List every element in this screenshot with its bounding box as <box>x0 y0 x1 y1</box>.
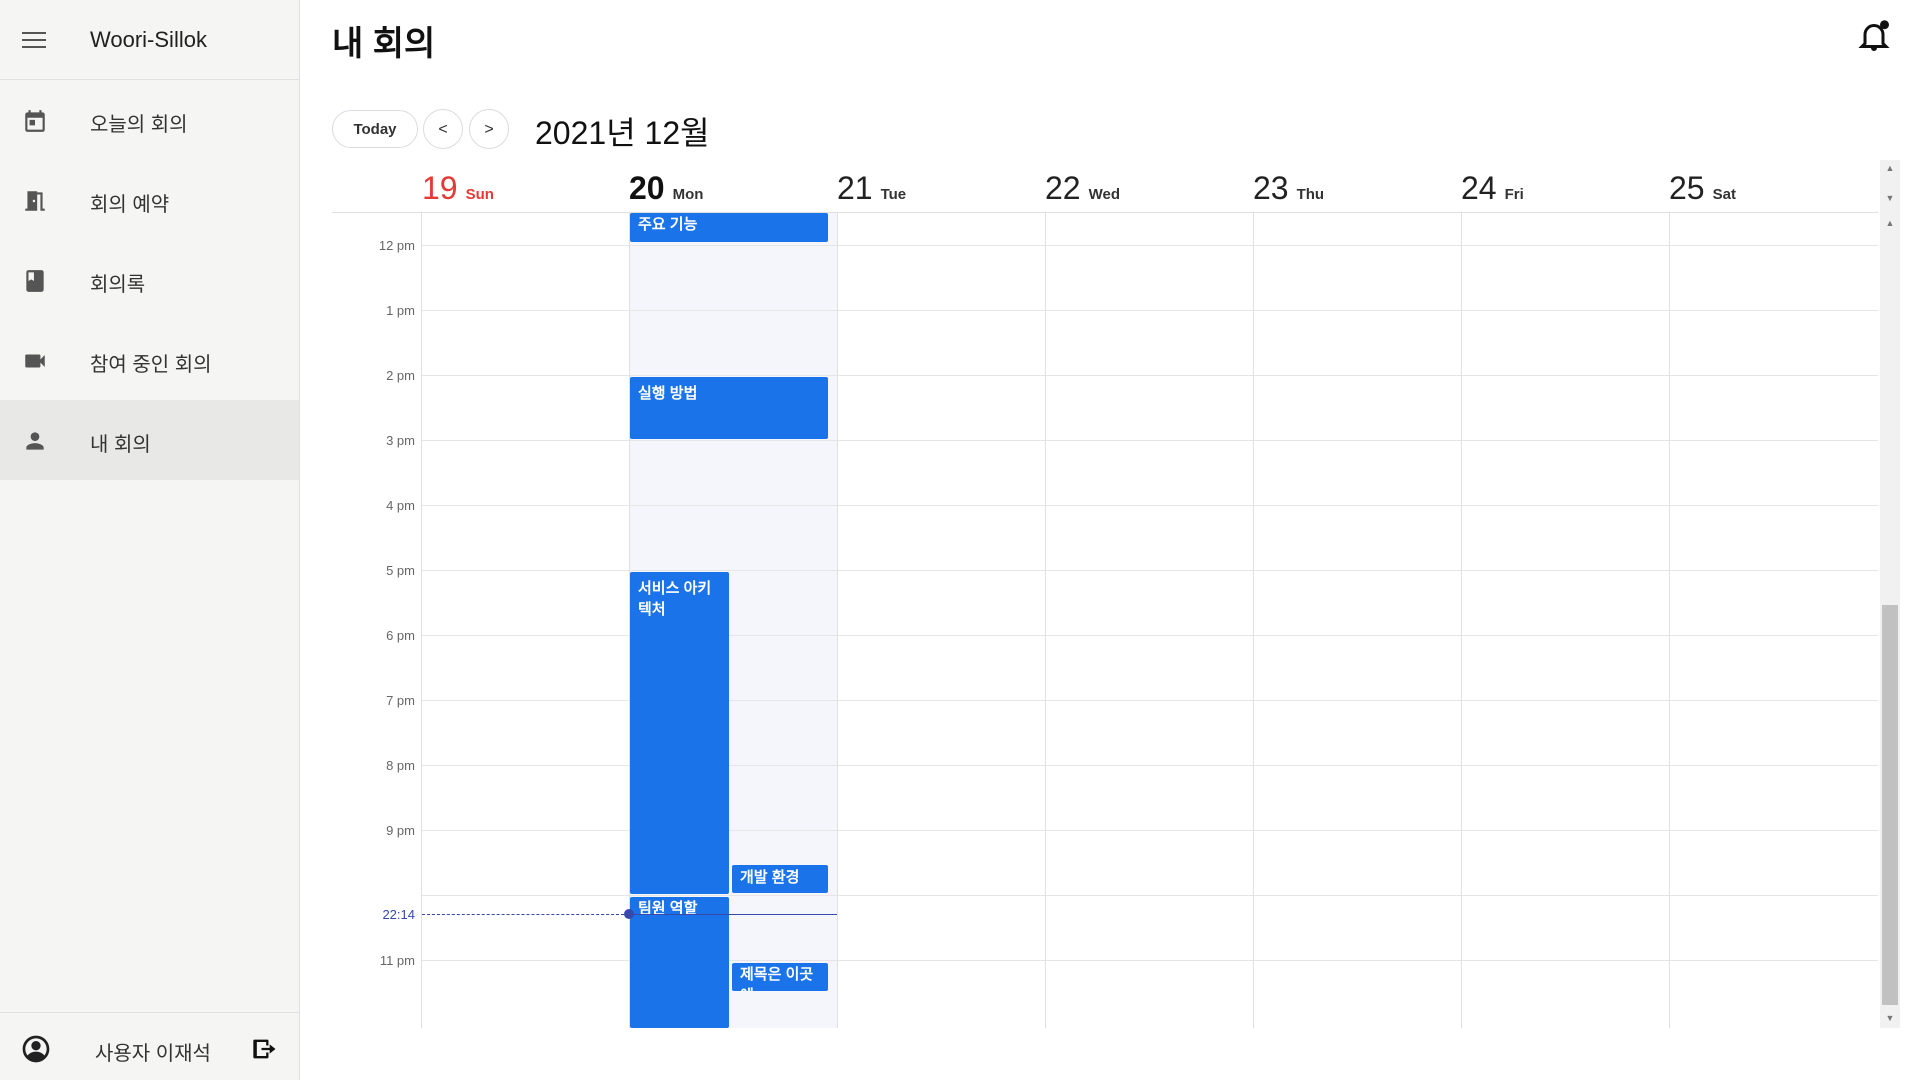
sidebar-item-minutes[interactable]: 회의록 <box>0 240 299 320</box>
logout-icon[interactable] <box>250 1035 280 1063</box>
video-call-icon <box>25 354 45 368</box>
sidebar-item-today-meetings[interactable]: 오늘의 회의 <box>0 80 299 160</box>
sidebar-footer: 사용자 이재석 <box>0 1012 299 1081</box>
day-divider <box>1669 213 1670 1028</box>
time-label: 2 pm <box>386 368 415 383</box>
sidebar-item-joined-meetings[interactable]: 참여 중인 회의 <box>0 320 299 400</box>
day-name: Tue <box>880 186 907 203</box>
day-header-fri[interactable]: 24 Fri <box>1461 170 1524 207</box>
scroll-down-arrow-icon[interactable]: ▼ <box>1885 1013 1895 1023</box>
scroll-up-arrow-icon[interactable]: ▲ <box>1885 218 1895 228</box>
app-title: Woori-Sillok <box>90 27 207 52</box>
day-name: Sun <box>465 186 494 203</box>
hour-line <box>422 830 1878 831</box>
day-number: 22 <box>1045 170 1081 206</box>
scroll-up-arrow-icon[interactable]: ▲ <box>1885 163 1895 173</box>
person-icon <box>26 432 44 450</box>
day-name: Fri <box>1504 186 1524 203</box>
hour-line <box>422 310 1878 311</box>
sidebar-header: Woori-Sillok <box>0 0 300 80</box>
hour-line <box>422 700 1878 701</box>
sidebar-item-label: 내 회의 <box>90 434 151 456</box>
event-placeholder-title[interactable]: 제목은 이곳에 <box>732 963 828 991</box>
scroll-down-arrow-icon[interactable]: ▼ <box>1885 193 1895 203</box>
account-circle-icon <box>22 1035 50 1063</box>
day-header-sat[interactable]: 25 Sat <box>1669 170 1736 207</box>
event-dev-environment[interactable]: 개발 환경 <box>732 865 828 893</box>
sidebar: Woori-Sillok 오늘의 회의 회의 예약 회의록 참여 중인 회의 내… <box>0 0 300 1080</box>
sidebar-item-label: 회의 예약 <box>90 194 170 216</box>
event-main-features[interactable]: 주요 기능 <box>630 213 828 242</box>
hour-line <box>422 895 1878 896</box>
sidebar-item-reserve-meeting[interactable]: 회의 예약 <box>0 160 299 240</box>
day-number: 20 <box>629 170 665 206</box>
day-divider <box>1253 213 1254 1028</box>
day-number: 25 <box>1669 170 1705 206</box>
prev-week-button[interactable]: < <box>423 109 463 149</box>
today-button[interactable]: Today <box>332 110 418 148</box>
time-label: 8 pm <box>386 758 415 773</box>
day-divider <box>837 213 838 1028</box>
month-title: 2021년 12월 <box>535 115 710 151</box>
day-header-wed[interactable]: 22 Wed <box>1045 170 1120 207</box>
time-label: 4 pm <box>386 498 415 513</box>
current-time-line <box>422 914 629 915</box>
day-divider <box>1045 213 1046 1028</box>
week-calendar: 19 Sun 20 Mon 21 Tue 22 Wed 23 Thu 24 Fri 25 Sa… <box>332 160 1900 1028</box>
hour-line <box>422 375 1878 376</box>
sidebar-item-label: 회의록 <box>90 274 146 296</box>
current-time-line-today <box>629 914 837 915</box>
hour-line <box>422 765 1878 766</box>
time-label: 11 pm <box>379 953 415 968</box>
hour-line <box>422 440 1878 441</box>
day-header-mon[interactable]: 20 Mon <box>629 170 703 207</box>
event-service-architecture[interactable]: 서비스 아키텍처 <box>630 572 729 894</box>
time-label: 12 pm <box>378 238 415 253</box>
hour-line <box>422 505 1878 506</box>
menu-icon[interactable] <box>22 30 46 50</box>
day-name: Wed <box>1088 186 1120 203</box>
day-name: Thu <box>1296 186 1325 203</box>
day-divider <box>629 213 630 1028</box>
time-label: 7 pm <box>386 693 415 708</box>
time-label: 5 pm <box>386 563 415 578</box>
user-name: 사용자 이재석 <box>95 1043 211 1065</box>
day-header-sun[interactable]: 19 Sun <box>422 170 494 207</box>
day-name: Sat <box>1712 186 1736 203</box>
event-how-to-run[interactable]: 실행 방법 <box>630 377 828 439</box>
event-team-roles[interactable]: 팀원 역할 <box>630 897 729 1028</box>
page-title: 내 회의 <box>332 25 436 63</box>
current-time-dot <box>624 909 634 919</box>
scrollbar-thumb[interactable] <box>1882 605 1898 1005</box>
day-divider <box>1461 213 1462 1028</box>
day-number: 24 <box>1461 170 1497 206</box>
hour-line <box>422 570 1878 571</box>
sidebar-item-label: 참여 중인 회의 <box>90 354 212 376</box>
day-divider <box>421 213 422 1028</box>
time-label: 6 pm <box>386 628 415 643</box>
current-time-label: 22:14 <box>382 907 415 922</box>
next-week-button[interactable]: > <box>469 109 509 149</box>
hour-line <box>422 245 1878 246</box>
calendar-icon <box>25 110 45 132</box>
day-number: 21 <box>837 170 873 206</box>
time-label: 3 pm <box>386 433 415 448</box>
notification-bell-icon[interactable] <box>1856 16 1892 56</box>
day-number: 19 <box>422 170 458 206</box>
sidebar-item-label: 오늘의 회의 <box>90 114 188 136</box>
time-label: 1 pm <box>386 303 415 318</box>
day-header-row: 19 Sun 20 Mon 21 Tue 22 Wed 23 Thu 24 Fri 25 Sa… <box>332 160 1878 213</box>
day-number: 23 <box>1253 170 1289 206</box>
time-label: 9 pm <box>386 823 415 838</box>
day-header-tue[interactable]: 21 Tue <box>837 170 906 207</box>
sidebar-item-my-meetings[interactable]: 내 회의 <box>0 400 299 480</box>
day-header-thu[interactable]: 23 Thu <box>1253 170 1324 207</box>
hour-line <box>422 960 1878 961</box>
book-icon <box>26 270 44 292</box>
hour-line <box>422 635 1878 636</box>
day-name: Mon <box>672 186 704 203</box>
door-icon <box>25 191 45 211</box>
time-grid[interactable]: 12 pm 1 pm 2 pm 3 pm 4 pm 5 pm 6 pm 7 pm… <box>332 213 1878 1028</box>
